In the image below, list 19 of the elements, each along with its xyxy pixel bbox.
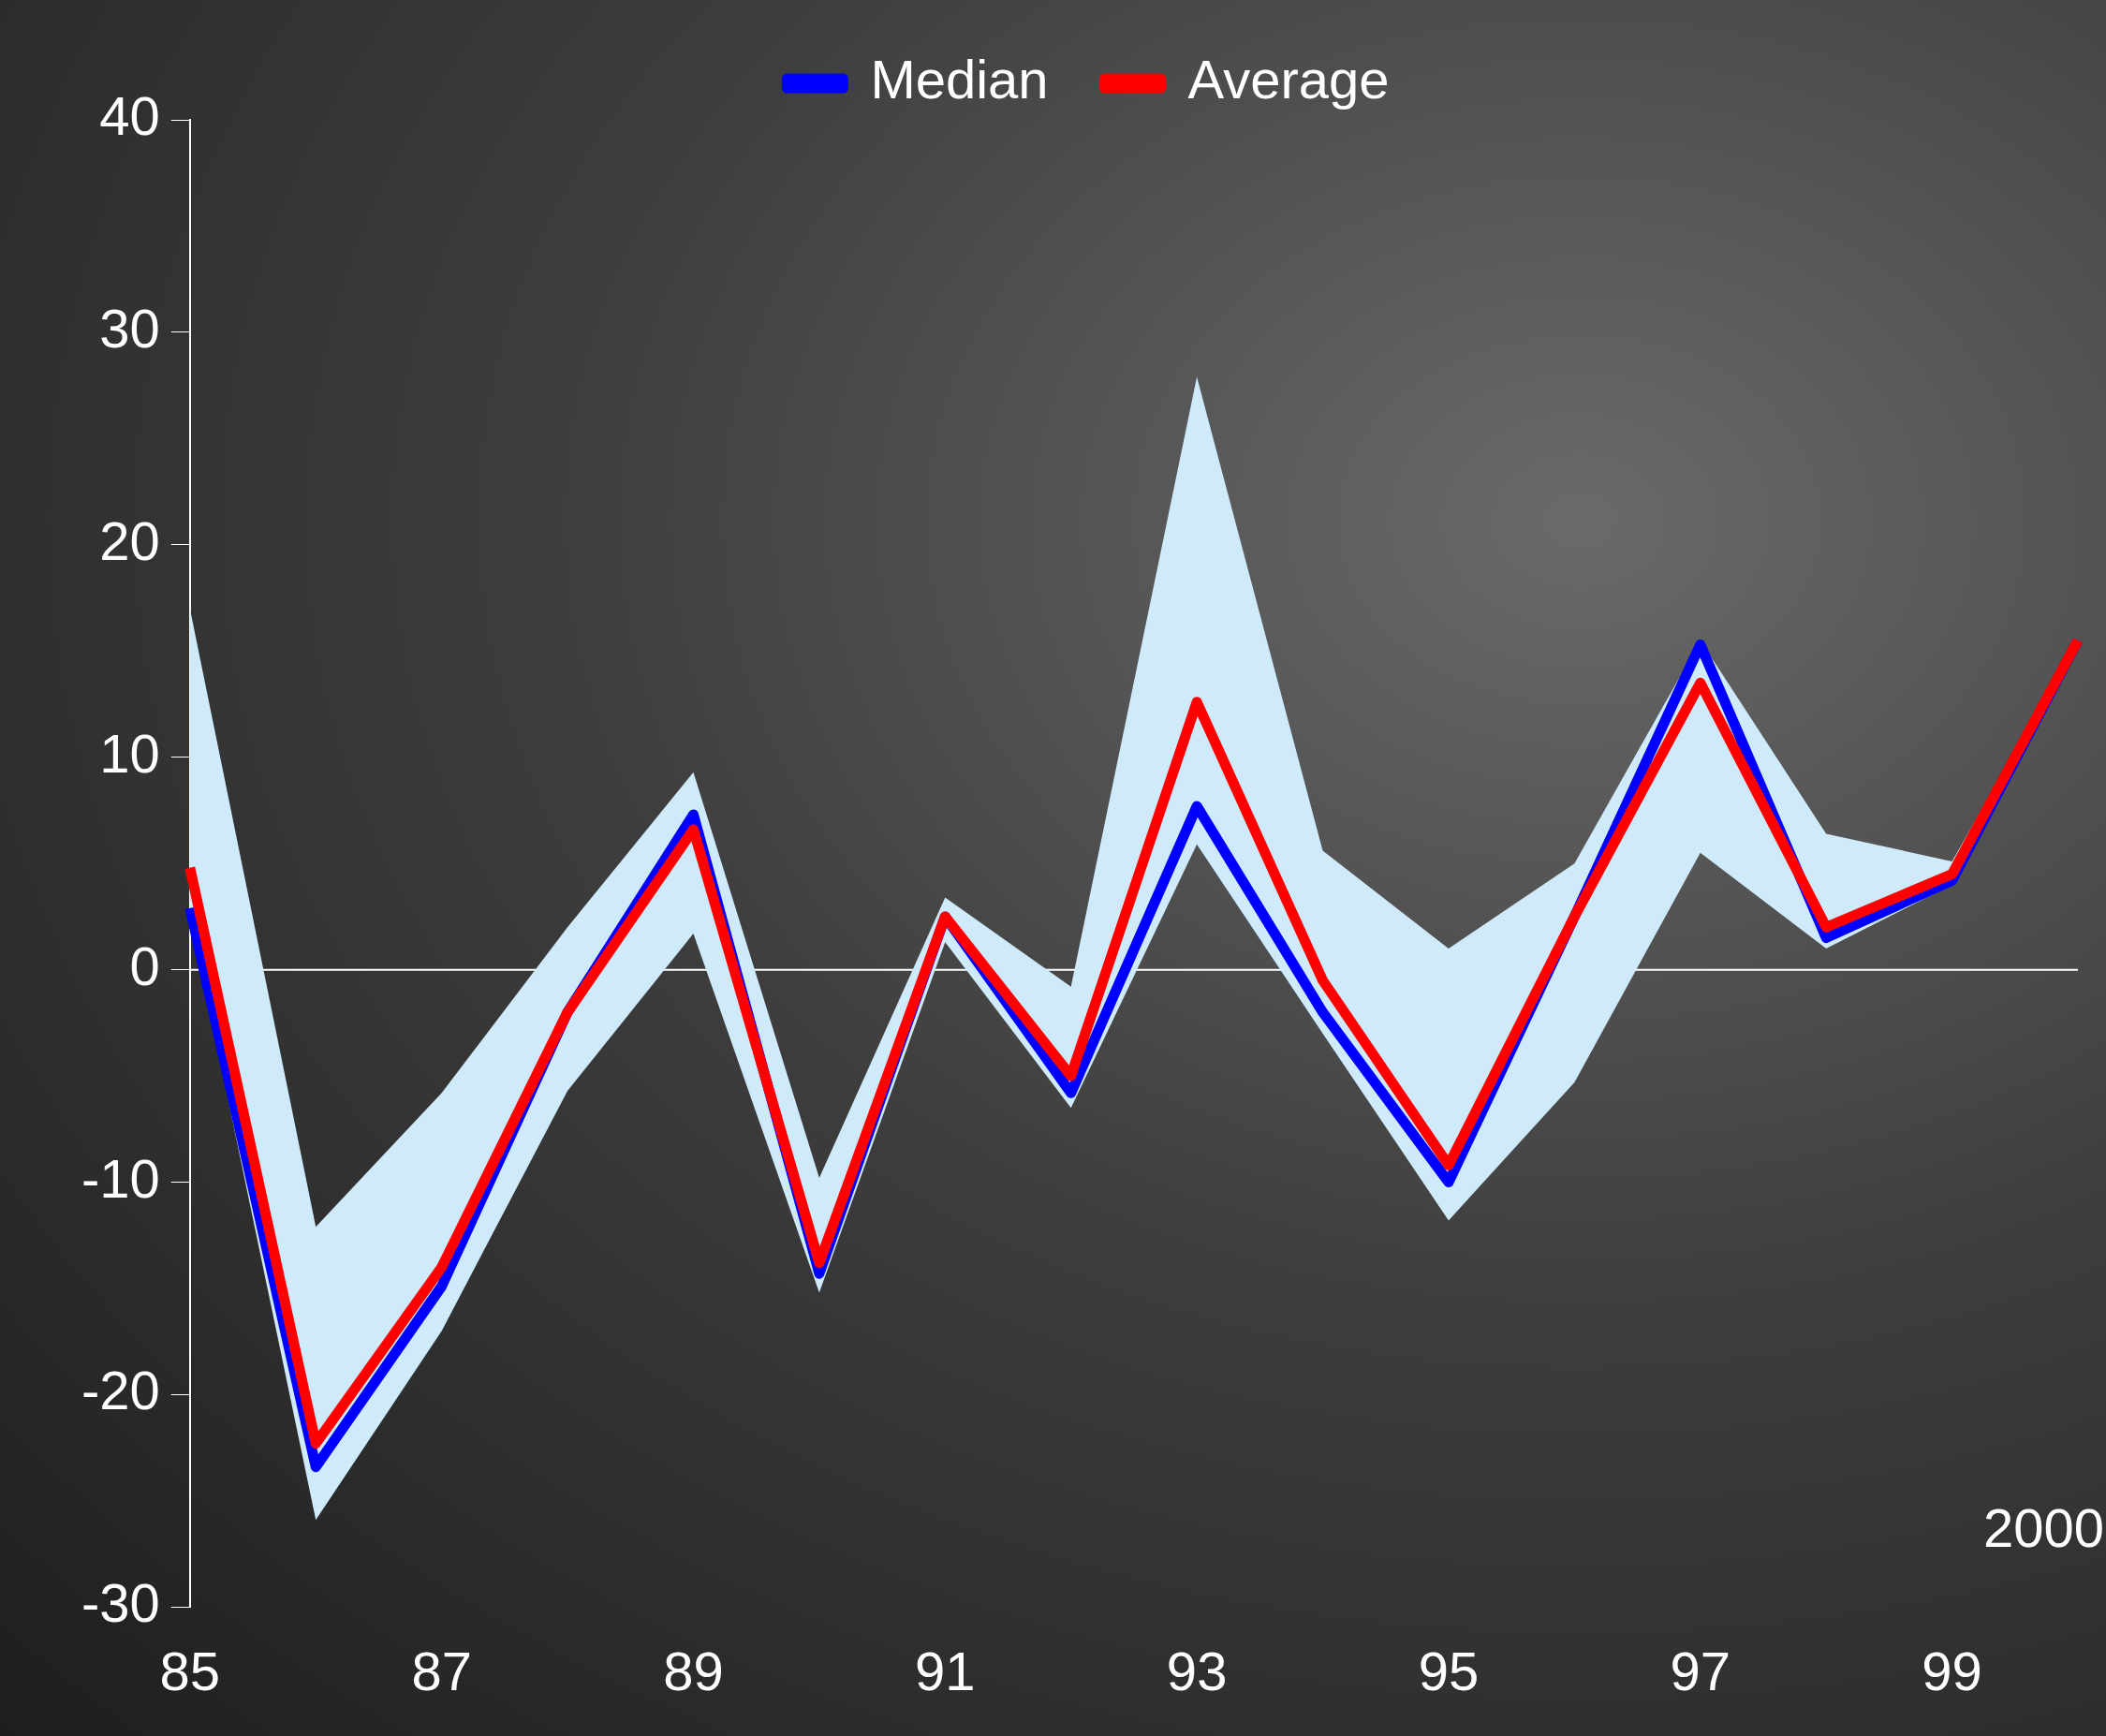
- x-tick-label: 87: [411, 1640, 472, 1702]
- x-tick-label: 95: [1418, 1640, 1480, 1702]
- y-tick-label: -30: [81, 1572, 160, 1634]
- y-tick-label: 30: [99, 297, 160, 359]
- x-tick-label: 89: [663, 1640, 724, 1702]
- legend-label: Median: [870, 49, 1049, 110]
- y-tick-label: 0: [129, 934, 160, 996]
- x-tick-label: 97: [1670, 1640, 1731, 1702]
- x-tick-label: 91: [915, 1640, 976, 1702]
- y-tick-label: 10: [99, 722, 160, 784]
- y-tick-label: -20: [81, 1360, 160, 1421]
- y-tick-label: 20: [99, 509, 160, 571]
- x-tick-label: 85: [159, 1640, 221, 1702]
- legend-label: Average: [1187, 49, 1390, 110]
- x-tick-label: 93: [1166, 1640, 1228, 1702]
- y-tick-label: -10: [81, 1147, 160, 1209]
- x-tick-label: 2000: [1982, 1497, 2104, 1559]
- x-tick-label: 99: [1922, 1640, 1982, 1702]
- y-tick-label: 40: [99, 85, 160, 146]
